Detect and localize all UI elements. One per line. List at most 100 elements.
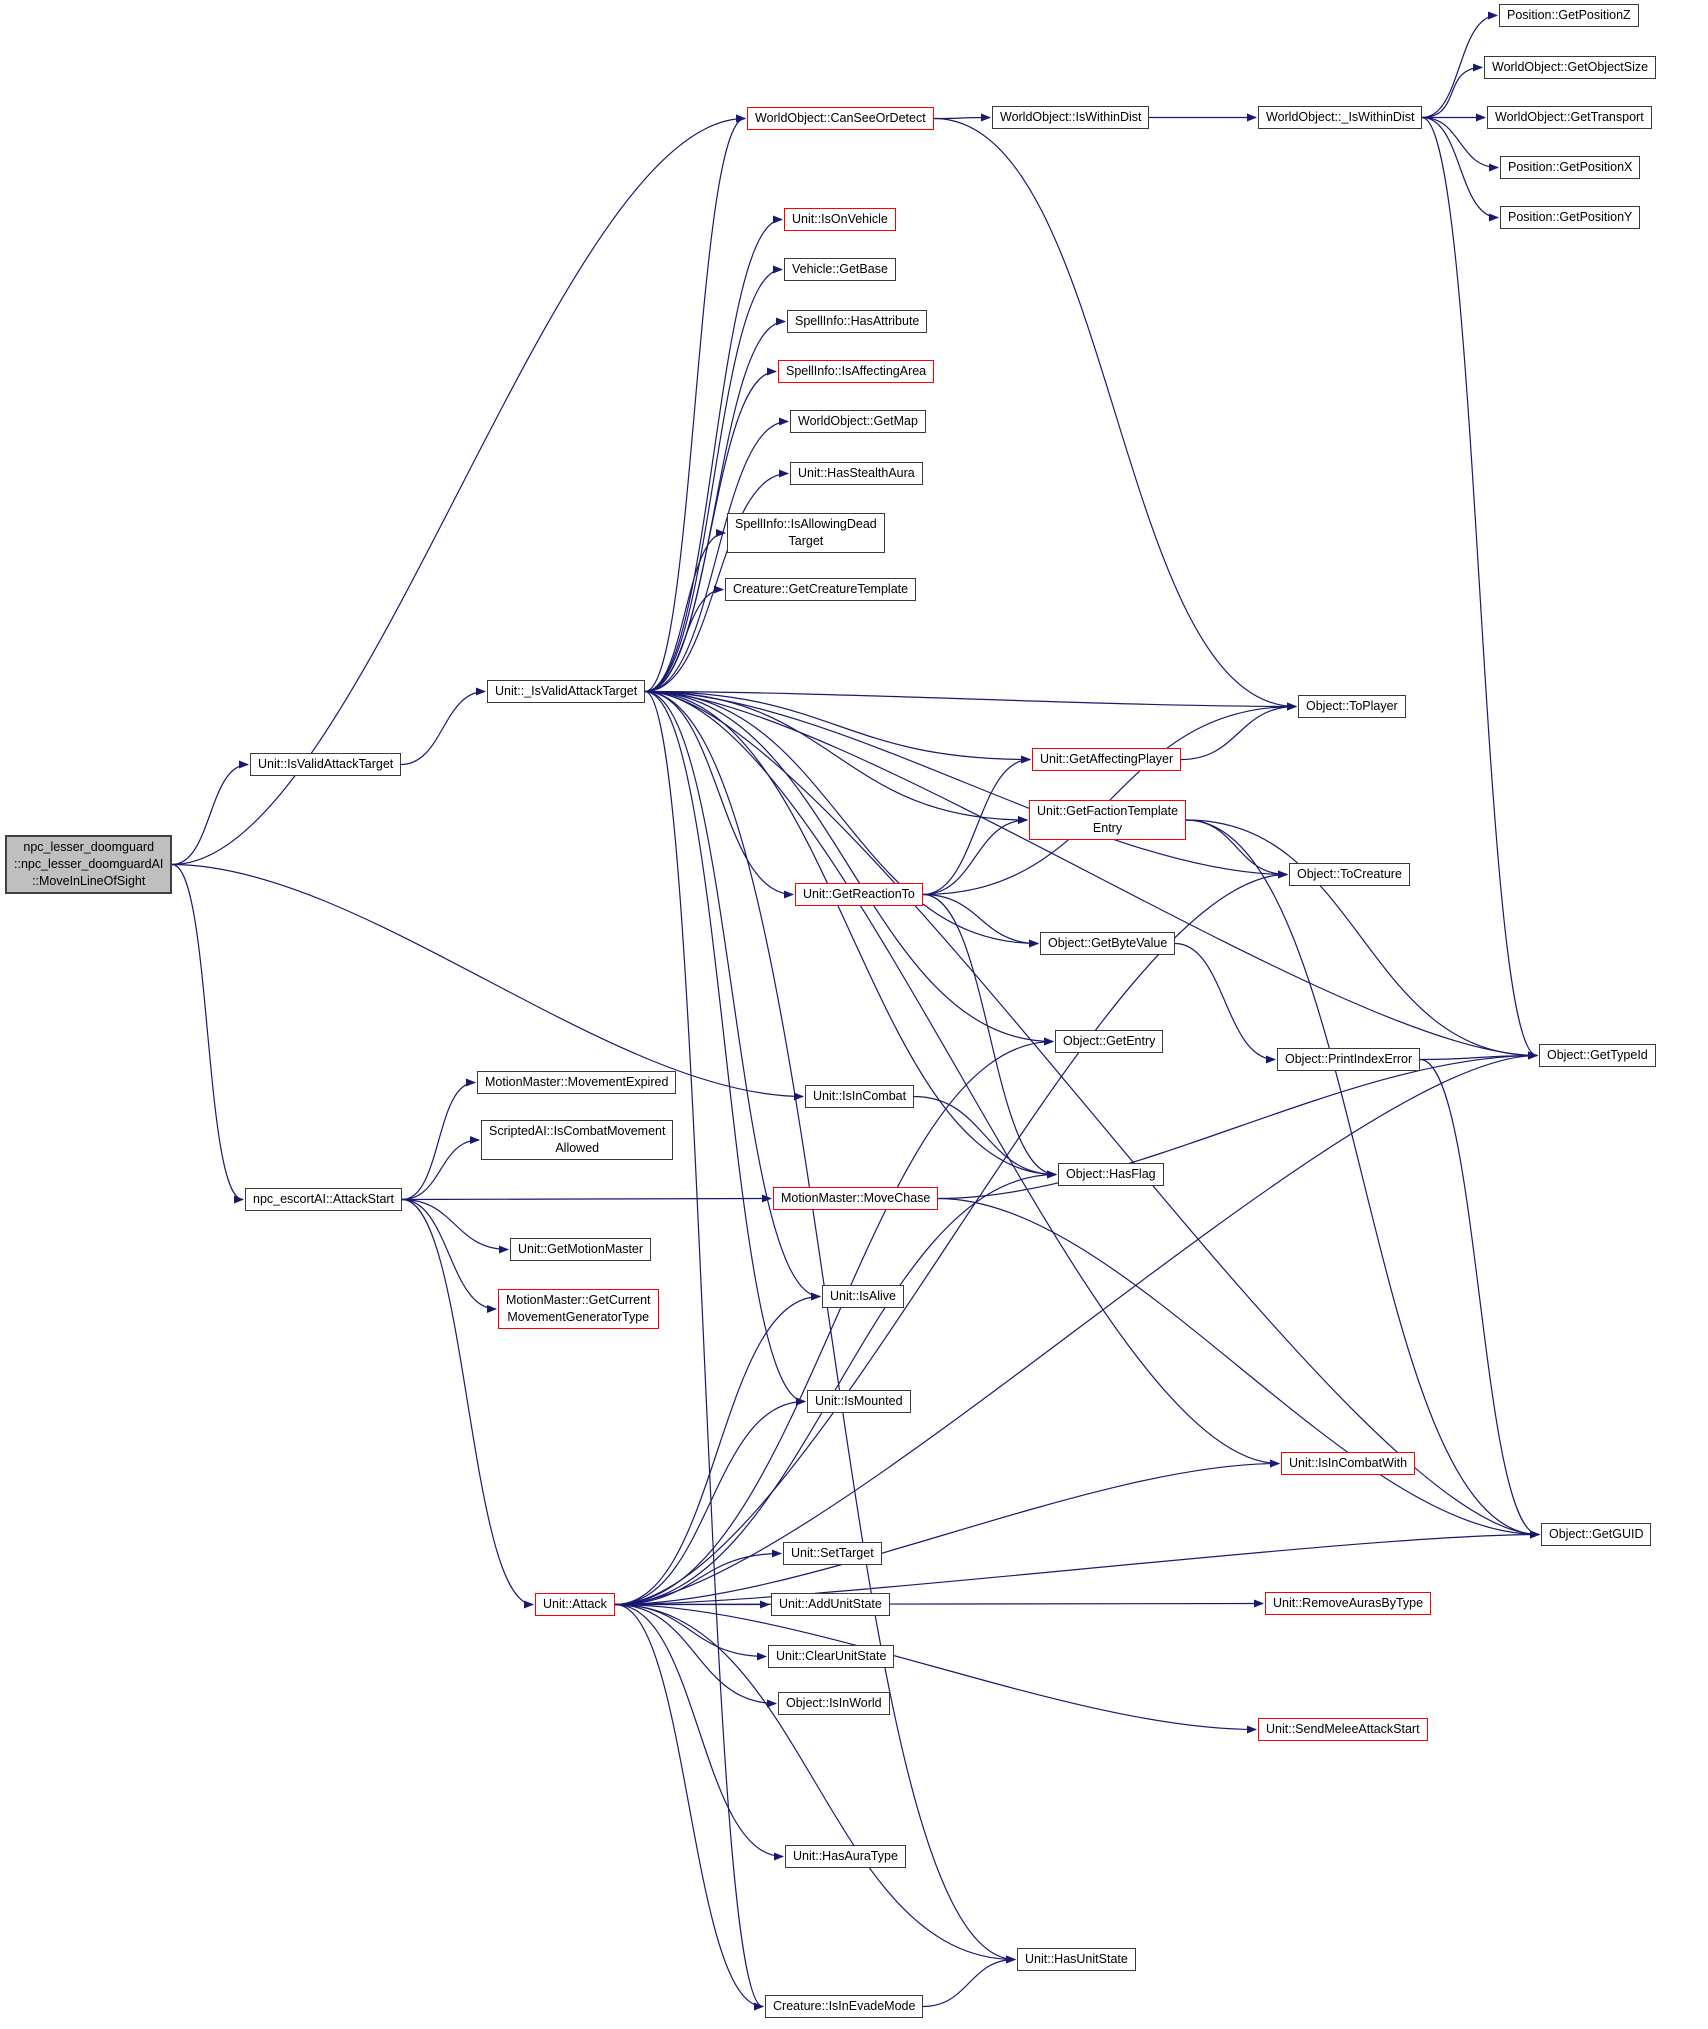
node-getPositionZ[interactable]: Position::GetPositionZ [1499,4,1639,27]
node-isInWorld[interactable]: Object::IsInWorld [778,1692,890,1715]
edge-attack-to-hasAuraType [614,1603,784,1861]
node-setTarget[interactable]: Unit::SetTarget [783,1542,882,1565]
node-hasStealthAura[interactable]: Unit::HasStealthAura [790,462,923,485]
node-getReactionTo[interactable]: Unit::GetReactionTo [795,883,923,906]
node-getMotionMaster[interactable]: Unit::GetMotionMaster [510,1238,652,1261]
node-isValidAttackTarget[interactable]: Unit::IsValidAttackTarget [250,753,402,776]
node-isMounted[interactable]: Unit::IsMounted [807,1390,911,1413]
edge-attack-to-getGUID [614,1530,1540,1606]
node-canSeeOrDetect[interactable]: WorldObject::CanSeeOrDetect [747,107,934,130]
node-isInCombatWith[interactable]: Unit::IsInCombatWith [1281,1452,1416,1475]
node-getMap[interactable]: WorldObject::GetMap [790,410,926,433]
node-isCombatMovementAllowed[interactable]: ScriptedAI::IsCombatMovement Allowed [481,1120,674,1160]
edge-canSeeOrDetect-to-isWithinDist [933,113,991,122]
node-isAlive[interactable]: Unit::IsAlive [822,1285,904,1308]
edge-_isValidAttackTarget-to-hasUnitState [644,690,1016,1964]
node-getAffectingPlayer[interactable]: Unit::GetAffectingPlayer [1032,748,1182,771]
edge-_isValidAttackTarget-to-getEntry [644,690,1054,1046]
node-hasFlag[interactable]: Object::HasFlag [1058,1163,1164,1186]
edge-_isValidAttackTarget-to-getFactionTemplateEntry [644,690,1028,824]
node-toCreature[interactable]: Object::ToCreature [1289,863,1410,886]
edge-_isWithinDist-to-getPositionZ [1421,11,1498,119]
node-getPositionX[interactable]: Position::GetPositionX [1500,156,1641,179]
edge-attackStart-to-isCombatMovementAllowed [401,1136,480,1201]
edge-isInEvadeMode-to-hasUnitState [922,1955,1016,2008]
edge-getReactionTo-to-getFactionTemplateEntry [922,816,1028,896]
edge-main-to-canSeeOrDetect [171,114,746,866]
edge-attackStart-to-getMotionMaster [401,1198,509,1254]
edge-_isValidAttackTarget-to-isMounted [644,690,806,1406]
node-moveChase[interactable]: MotionMaster::MoveChase [773,1187,939,1210]
edge-attack-to-setTarget [614,1549,782,1606]
node-isWithinDist[interactable]: WorldObject::IsWithinDist [992,106,1150,129]
node-isAffectingArea[interactable]: SpellInfo::IsAffectingArea [778,360,935,383]
edge-printIndexError-to-getGUID [1419,1058,1540,1539]
node-getByteValue[interactable]: Object::GetByteValue [1040,932,1176,955]
node-getPositionY[interactable]: Position::GetPositionY [1500,206,1641,229]
edge-getFactionTemplateEntry-to-getTypeId [1185,819,1538,1060]
node-printIndexError[interactable]: Object::PrintIndexError [1277,1048,1421,1071]
edge-attack-to-isInEvadeMode [614,1603,764,2011]
node-getEntry[interactable]: Object::GetEntry [1055,1030,1164,1053]
edge-_isValidAttackTarget-to-isInEvadeMode [644,690,764,2011]
node-toPlayer[interactable]: Object::ToPlayer [1298,695,1406,718]
edge-getAffectingPlayer-to-toPlayer [1180,702,1297,761]
edge-attack-to-removeAurasByType [614,1599,1264,1608]
node-getTransport[interactable]: WorldObject::GetTransport [1487,106,1652,129]
edge-isValidAttackTarget-to-_isValidAttackTarget [400,687,486,766]
edge-_isValidAttackTarget-to-hasStealthAura [644,469,789,693]
node-movementExpired[interactable]: MotionMaster::MovementExpired [477,1071,677,1094]
node-sendMeleeAttackStart[interactable]: Unit::SendMeleeAttackStart [1258,1718,1428,1741]
node-getObjectSize[interactable]: WorldObject::GetObjectSize [1484,56,1657,79]
node-attack[interactable]: Unit::Attack [535,1593,615,1616]
node-_isWithinDist[interactable]: WorldObject::_IsWithinDist [1258,106,1423,129]
edge-attack-to-toCreature [614,870,1288,1606]
edge-attack-to-getTypeId [614,1051,1538,1606]
edge-getFactionTemplateEntry-to-getGUID [1185,819,1540,1539]
edge-main-to-isInCombat [171,863,804,1101]
edge-_isValidAttackTarget-to-toCreature [644,690,1288,879]
node-main: npc_lesser_doomguard ::npc_lesser_doomgu… [5,835,173,894]
node-getTypeId[interactable]: Object::GetTypeId [1539,1044,1656,1067]
node-attackStart[interactable]: npc_escortAI::AttackStart [245,1188,403,1211]
node-clearUnitState[interactable]: Unit::ClearUnitState [768,1645,895,1668]
node-isInCombat[interactable]: Unit::IsInCombat [805,1085,915,1108]
edge-_isWithinDist-to-getPositionX [1421,116,1499,172]
node-getFactionTemplateEntry[interactable]: Unit::GetFactionTemplate Entry [1029,800,1187,840]
node-getCreatureTemplate[interactable]: Creature::GetCreatureTemplate [725,578,917,601]
edge-attack-to-isInWorld [614,1603,777,1708]
edge-_isValidAttackTarget-to-getAffectingPlayer [644,690,1031,764]
edge-canSeeOrDetect-to-toPlayer [933,117,1297,711]
edge-_isWithinDist-to-getTypeId [1421,116,1538,1060]
node-addUnitState[interactable]: Unit::AddUnitState [771,1593,890,1616]
edge-_isValidAttackTarget-to-toPlayer [644,690,1297,711]
edge-main-to-attackStart [171,863,244,1204]
edge-main-to-isValidAttackTarget [171,760,249,866]
edge-attack-to-isAlive [614,1292,821,1606]
edge-attackStart-to-moveChase [401,1194,772,1203]
node-isOnVehicle[interactable]: Unit::IsOnVehicle [784,208,896,231]
node-isInEvadeMode[interactable]: Creature::IsInEvadeMode [765,1995,924,2018]
node-getBase[interactable]: Vehicle::GetBase [784,258,896,281]
node-hasUnitState[interactable]: Unit::HasUnitState [1017,1948,1136,1971]
edge-_isValidAttackTarget-to-canSeeOrDetect [644,114,746,693]
node-hasAuraType[interactable]: Unit::HasAuraType [785,1845,906,1868]
edge-attack-to-getEntry [614,1037,1054,1606]
edge-getReactionTo-to-hasFlag [922,893,1057,1179]
node-removeAurasByType[interactable]: Unit::RemoveAurasByType [1265,1592,1432,1615]
edge-_isWithinDist-to-getPositionY [1421,116,1499,222]
node-hasAttribute[interactable]: SpellInfo::HasAttribute [787,310,928,333]
edge-getReactionTo-to-getAffectingPlayer [922,755,1031,896]
edge-attack-to-hasFlag [614,1170,1057,1606]
edge-_isValidAttackTarget-to-getTypeId [644,690,1538,1060]
node-isAllowingDeadTarget[interactable]: SpellInfo::IsAllowingDead Target [727,513,885,553]
edge-_isValidAttackTarget-to-isAllowingDeadTarget [644,529,726,693]
edge-_isValidAttackTarget-to-getByteValue [644,690,1039,948]
edge-getByteValue-to-printIndexError [1174,942,1276,1064]
edge-_isWithinDist-to-getObjectSize [1421,63,1483,119]
node-_isValidAttackTarget[interactable]: Unit::_IsValidAttackTarget [487,680,646,703]
node-getGUID[interactable]: Object::GetGUID [1541,1523,1652,1546]
node-getCurrentMovementGeneratorType[interactable]: MotionMaster::GetCurrent MovementGenerat… [498,1289,659,1329]
